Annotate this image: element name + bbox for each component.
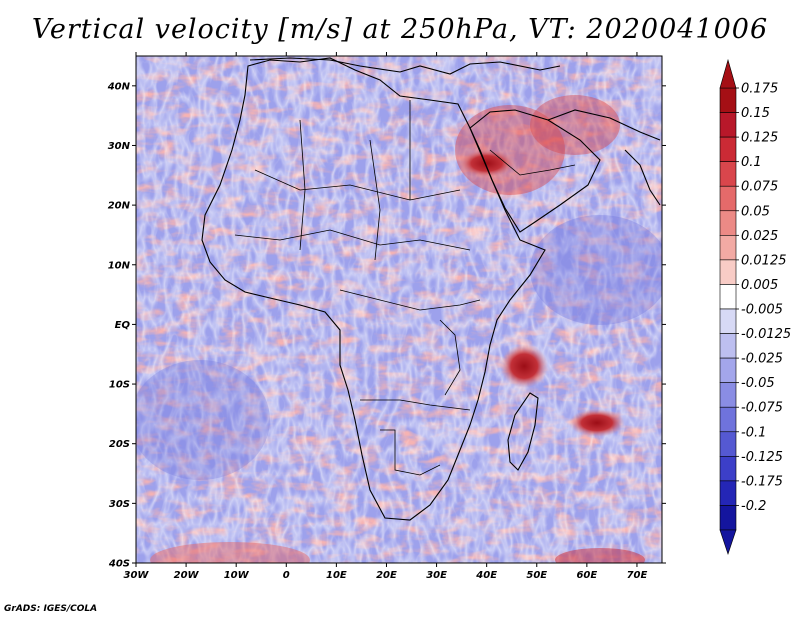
mediterranean-north-coast bbox=[249, 57, 561, 75]
colorbar-swatch bbox=[719, 112, 737, 138]
africa-coastline bbox=[201, 57, 546, 521]
colorbar-swatch bbox=[719, 505, 737, 531]
grads-credit: GrADS: IGES/COLA bbox=[4, 604, 98, 614]
lon-tick-label: 10W bbox=[224, 570, 250, 581]
colorbar-swatch bbox=[719, 382, 737, 408]
border-namibia bbox=[380, 429, 441, 476]
lat-tick-label: EQ bbox=[115, 320, 131, 331]
lon-tick-label: 60E bbox=[576, 570, 597, 581]
border-sahara bbox=[254, 169, 461, 201]
lon-tick-label: 40E bbox=[475, 570, 497, 581]
border-southern bbox=[360, 399, 471, 411]
colorbar: 0.175 0.15 0.125 0.1 0.075 0.05 0.025 0.0125 0.0… bbox=[719, 58, 791, 555]
colorbar-label: -0.075 bbox=[741, 401, 783, 416]
colorbar-swatch bbox=[719, 357, 737, 383]
colorbar-swatch bbox=[719, 308, 737, 334]
border-sudan-chad bbox=[369, 139, 381, 261]
updraft-mozambique-channel bbox=[500, 344, 549, 389]
india-coast bbox=[624, 149, 661, 206]
coastlines bbox=[201, 57, 661, 521]
velocity-field bbox=[136, 56, 662, 563]
lat-tick-label: 20N bbox=[108, 201, 131, 212]
chart-title: Vertical velocity [m/s] at 250hPa, VT: 2… bbox=[31, 14, 769, 45]
border-west-north-south bbox=[299, 119, 306, 251]
lon-tick-label: 10E bbox=[326, 570, 347, 581]
longitude-ticks: 30W 20W 10W 0 10E 20E 30E 40E 50E 60E 70E bbox=[124, 52, 648, 581]
colorbar-label: -0.0125 bbox=[741, 327, 791, 342]
patch-atlantic-blue bbox=[136, 360, 270, 480]
colorbar-label: 0.005 bbox=[741, 278, 778, 293]
lat-tick-label: 30N bbox=[108, 141, 131, 152]
colorbar-label: -0.175 bbox=[741, 474, 783, 489]
patch-southern-red bbox=[555, 548, 645, 563]
lon-tick-label: 70E bbox=[627, 570, 648, 581]
colorbar-label: -0.005 bbox=[741, 303, 783, 318]
colorbar-label: 0.0125 bbox=[741, 253, 787, 268]
border-central bbox=[339, 289, 481, 311]
country-borders bbox=[234, 100, 576, 476]
colorbar-swatch bbox=[719, 210, 737, 236]
colorbar-swatch bbox=[719, 235, 737, 261]
colorbar-label: 0.15 bbox=[741, 106, 770, 121]
colorbar-swatch bbox=[719, 185, 737, 212]
border-sahel bbox=[234, 229, 471, 251]
colorbar-label: -0.1 bbox=[741, 425, 766, 440]
colorbar-label: 0.05 bbox=[741, 204, 770, 219]
colorbar-label: 0.125 bbox=[741, 131, 778, 146]
colorbar-swatch bbox=[719, 87, 737, 113]
lat-tick-label: 40N bbox=[107, 81, 131, 92]
patch-indian-ocean-blue bbox=[530, 215, 662, 325]
updraft-red-sea bbox=[458, 149, 515, 178]
lat-tick-label: 40S bbox=[108, 559, 130, 570]
lon-tick-label: 20W bbox=[174, 570, 200, 581]
colorbar-swatch bbox=[719, 161, 737, 187]
updraft-southwest-indian-ocean bbox=[568, 408, 625, 437]
lon-tick-label: 20E bbox=[376, 570, 397, 581]
features-layer bbox=[458, 149, 625, 437]
lon-tick-label: 30E bbox=[426, 570, 447, 581]
patch-south-atlantic-red bbox=[150, 542, 310, 563]
latitude-ticks: 40N 30N 20N 10N EQ 10S 20S 30S 40S bbox=[107, 81, 666, 570]
colorbar-label: -0.125 bbox=[741, 450, 783, 465]
colorbar-swatch bbox=[719, 136, 737, 162]
lon-tick-label: 30W bbox=[124, 570, 150, 581]
lat-tick-label: 20S bbox=[109, 439, 130, 450]
border-arabia-interior bbox=[489, 149, 576, 176]
colorbar-swatch bbox=[719, 284, 737, 310]
colorbar-swatch bbox=[719, 406, 737, 433]
arabia-coastline bbox=[469, 109, 601, 233]
colorbar-label: -0.05 bbox=[741, 376, 775, 391]
madagascar-coastline bbox=[507, 392, 539, 471]
colorbar-label: 0.075 bbox=[741, 180, 778, 195]
field-texture-white bbox=[136, 56, 662, 563]
colorbar-swatch bbox=[719, 456, 737, 482]
colorbar-swatch bbox=[719, 431, 737, 457]
lon-tick-label: 0 bbox=[283, 570, 290, 581]
colorbar-label: 0.175 bbox=[741, 82, 778, 97]
colorbar-swatch bbox=[719, 333, 737, 359]
colorbar-label: 0.025 bbox=[741, 229, 778, 244]
colorbar-label: 0.1 bbox=[741, 155, 762, 170]
iran-coast bbox=[547, 109, 661, 141]
colorbar-top-arrow bbox=[719, 58, 737, 89]
lat-tick-label: 10N bbox=[108, 260, 131, 271]
colorbar-label: -0.2 bbox=[741, 499, 766, 514]
border-east bbox=[439, 319, 461, 396]
colorbar-swatch bbox=[719, 259, 737, 285]
lat-tick-label: 30S bbox=[109, 499, 130, 510]
lon-tick-label: 50E bbox=[526, 570, 547, 581]
patch-iran-red bbox=[530, 95, 620, 155]
colorbar-bottom-arrow bbox=[719, 529, 737, 555]
colorbar-swatch bbox=[719, 480, 737, 506]
plot-frame bbox=[135, 55, 663, 564]
lat-tick-label: 10S bbox=[109, 380, 130, 391]
colorbar-label: -0.025 bbox=[741, 352, 783, 367]
